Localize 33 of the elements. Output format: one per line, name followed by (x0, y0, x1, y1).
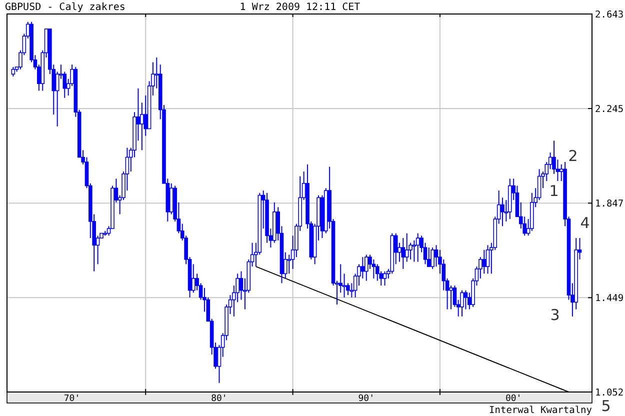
x-tick-label: 70' (64, 394, 80, 404)
candlestick (430, 247, 434, 270)
candlestick (482, 249, 486, 274)
candlestick (464, 290, 468, 310)
y-tick-label: 1.052 (595, 388, 624, 398)
candlestick (404, 232, 409, 262)
candlestick (460, 290, 464, 317)
chart-subtitle: 1 Wrz 2009 12:11 CET (240, 2, 360, 13)
candlestick (401, 238, 406, 270)
text: 5 (601, 397, 611, 415)
annotation: 3 (550, 306, 560, 324)
candlestick (372, 258, 376, 279)
annotation: 2 (568, 147, 578, 165)
candlestick (426, 247, 431, 268)
annotation: 4 (580, 214, 590, 232)
x-tick-label: 90' (358, 394, 375, 404)
candlestick (375, 264, 380, 282)
y-tick-label: 2.643 (595, 10, 624, 20)
y-tick-label: 2.245 (595, 104, 624, 116)
chart-title: GBPUSD - Caly zakres (5, 2, 126, 13)
candlestick (382, 270, 387, 286)
candlestick (364, 254, 368, 282)
x-tick-label: 80' (211, 394, 228, 404)
candlestick (11, 66, 16, 77)
y-tick-label: 1.449 (595, 293, 624, 304)
candlestick (360, 256, 365, 279)
candlestick (486, 244, 490, 274)
candlestick (416, 232, 420, 262)
candlestick (500, 197, 504, 227)
text: Interwal Kwartalny (489, 405, 592, 416)
y-tick-label: 1.847 (595, 198, 624, 210)
x-tick-label: 00' (505, 394, 522, 404)
annotation: 1 (549, 182, 559, 200)
